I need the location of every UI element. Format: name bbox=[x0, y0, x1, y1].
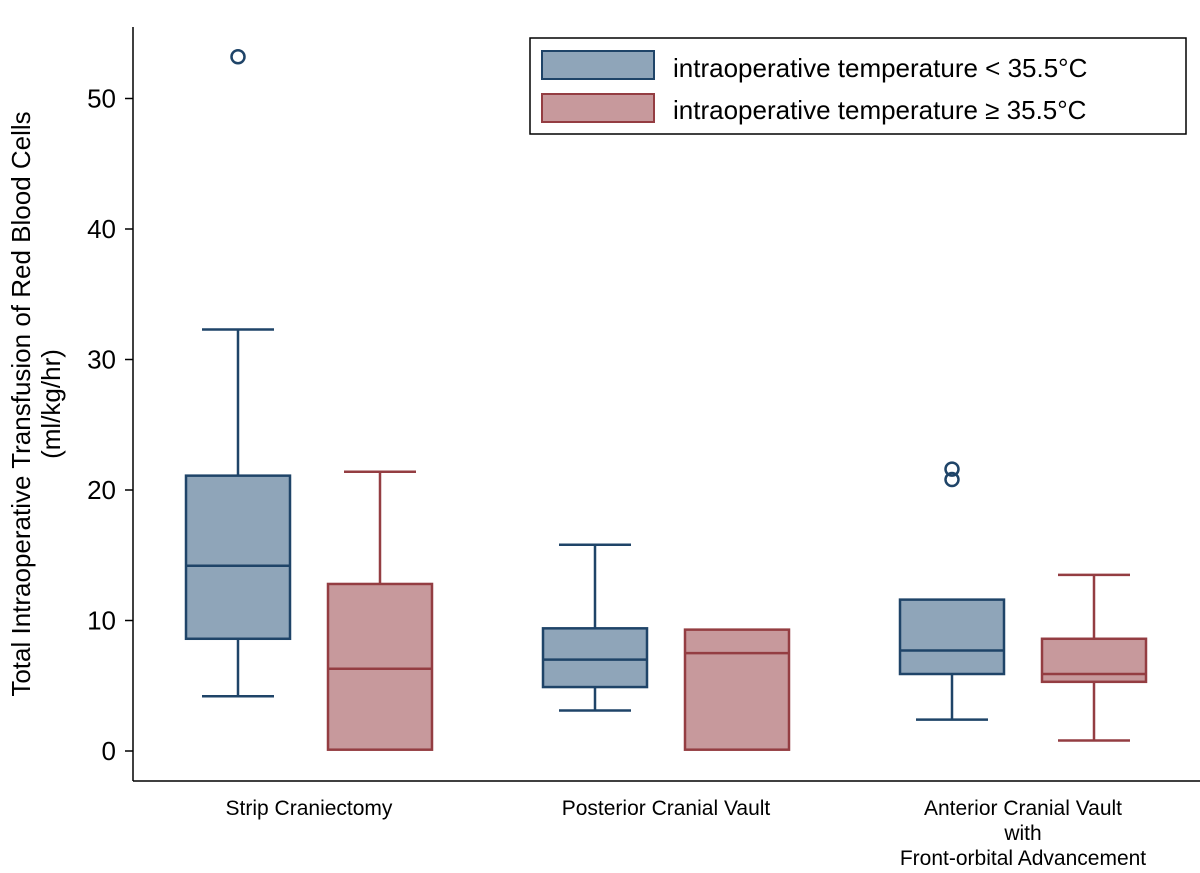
iqr-box bbox=[898, 598, 1006, 676]
outlier-point bbox=[944, 461, 960, 477]
y-tick-label: 20 bbox=[87, 475, 116, 505]
y-axis-label-units: (ml/kg/hr) bbox=[36, 349, 66, 459]
box-group bbox=[541, 543, 649, 712]
y-tick-label: 0 bbox=[102, 736, 116, 766]
x-category-label: Posterior Cranial Vault bbox=[562, 797, 771, 820]
legend-swatch-below-35-5 bbox=[541, 50, 655, 80]
box-group bbox=[326, 470, 434, 751]
legend-label-above-35-5: intraoperative temperature ≥ 35.5°C bbox=[673, 95, 1086, 125]
outlier-point bbox=[944, 471, 960, 488]
box-group bbox=[683, 628, 791, 751]
box-group bbox=[1040, 573, 1148, 742]
x-category-label: with bbox=[1003, 822, 1041, 845]
y-axis-label: Total Intraoperative Transfusion of Red … bbox=[6, 111, 36, 696]
legend-label-below-35-5: intraoperative temperature < 35.5°C bbox=[673, 53, 1087, 83]
x-category-label: Strip Craniectomy bbox=[226, 797, 393, 820]
legend: intraoperative temperature < 35.5°C intr… bbox=[529, 37, 1187, 135]
box-group bbox=[898, 461, 1006, 721]
plot-area bbox=[184, 48, 1148, 751]
legend-swatch-above-35-5 bbox=[541, 93, 655, 123]
iqr-box bbox=[1040, 637, 1148, 684]
iqr-box bbox=[326, 582, 434, 751]
y-axis-ticks: 0 10 20 30 40 50 bbox=[87, 84, 133, 766]
box-group bbox=[184, 48, 292, 698]
y-tick-label: 10 bbox=[87, 606, 116, 636]
x-category-label: Anterior Cranial Vault bbox=[924, 797, 1122, 820]
y-tick-label: 40 bbox=[87, 214, 116, 244]
iqr-box bbox=[683, 628, 791, 751]
y-tick-label: 50 bbox=[87, 84, 116, 114]
outlier-point bbox=[230, 48, 246, 65]
x-category-label: Front-orbital Advancement bbox=[900, 847, 1146, 870]
x-axis-category-labels: Strip Craniectomy Posterior Cranial Vault… bbox=[226, 797, 1147, 870]
iqr-box bbox=[541, 627, 649, 689]
y-tick-label: 30 bbox=[87, 345, 116, 375]
iqr-box bbox=[184, 474, 292, 641]
